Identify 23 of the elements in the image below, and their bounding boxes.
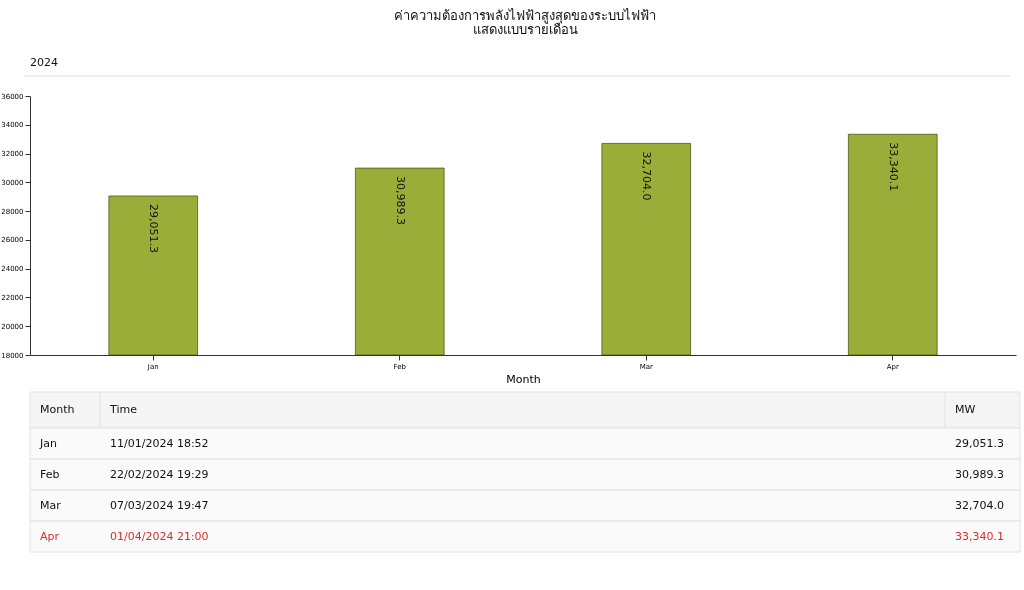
data-label: 30,989.3: [393, 176, 407, 226]
data-label: 29,051.3: [147, 203, 161, 253]
text: 33,340.1: [955, 530, 1004, 543]
category-label: Jan: [40, 437, 57, 450]
text: 32,704.0: [955, 499, 1004, 512]
text: 30,989.3: [955, 468, 1004, 481]
data-label: 33,340.1: [886, 142, 900, 192]
text: 01/04/2024 21:00: [110, 530, 209, 543]
x-axis-title: Month: [506, 372, 541, 386]
text: 22/02/2024 19:29: [110, 468, 209, 481]
text: Time: [109, 403, 138, 416]
data-label: 32,704.0: [640, 151, 654, 201]
chart-title: ค่าความต้องการพลังไฟฟ้าสูงสุดของระบบไฟฟ้า: [394, 8, 656, 24]
category-label: Mar: [40, 499, 61, 512]
text: 11/01/2024 18:52: [110, 437, 209, 450]
chart-subtitle: แสดงแบบรายเดือน: [472, 22, 578, 37]
text: MW: [955, 403, 976, 416]
text: 2024: [30, 56, 58, 69]
text: 29,051.3: [955, 437, 1004, 450]
text: 07/03/2024 19:47: [110, 499, 209, 512]
category-label: Apr: [40, 530, 60, 543]
text: Month: [40, 403, 75, 416]
category-label: Feb: [40, 468, 60, 481]
